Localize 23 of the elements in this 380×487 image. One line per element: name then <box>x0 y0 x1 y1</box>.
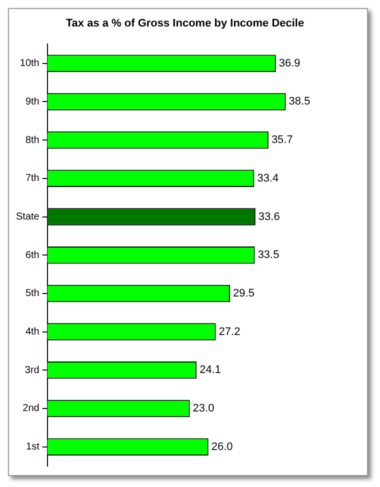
data-label: 29.5 <box>233 287 254 300</box>
data-label: 36.9 <box>278 57 300 70</box>
data-label: 33.4 <box>257 172 279 184</box>
y-tick-label: State <box>16 212 40 223</box>
y-tick-label: 7th <box>25 173 40 184</box>
y-tick-label: 8th <box>25 134 40 146</box>
data-label: 26.0 <box>211 440 233 453</box>
y-tick-label: 6th <box>25 250 40 261</box>
y-tick-label: 1st <box>26 442 40 453</box>
data-label: 27.2 <box>218 326 240 338</box>
chart-title: Tax as a % of Gross Income by Income Decile <box>66 18 304 30</box>
data-label: 24.1 <box>200 364 222 376</box>
data-label: 38.5 <box>288 96 310 108</box>
data-label: 35.7 <box>271 134 293 146</box>
y-tick-label: 3rd <box>24 364 40 376</box>
y-tick-label: 2nd <box>22 403 40 414</box>
y-tick-label: 9th <box>25 96 40 108</box>
y-tick-label: 5th <box>25 288 40 300</box>
data-label: 33.5 <box>258 249 280 262</box>
y-tick-label: 4th <box>25 326 40 338</box>
data-label: 23.0 <box>192 402 214 415</box>
y-tick-label: 10th <box>20 58 40 70</box>
data-label: 33.6 <box>258 210 280 223</box>
